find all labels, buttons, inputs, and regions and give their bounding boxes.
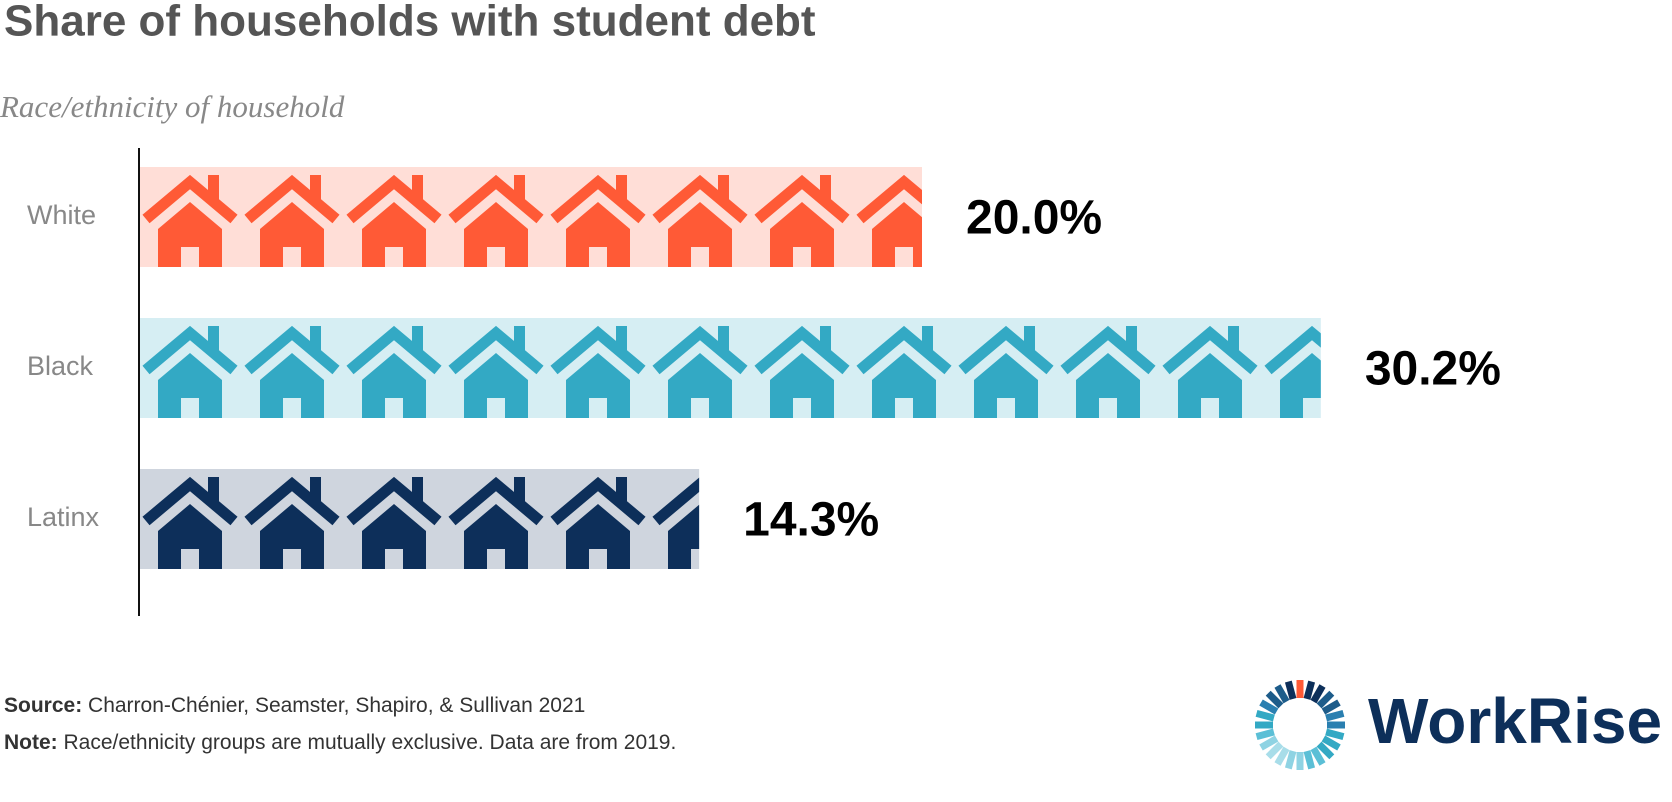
logo-tick: [1265, 741, 1284, 760]
value-label: 20.0%: [966, 192, 1102, 245]
bar: [140, 469, 700, 569]
logo-tick: [1321, 699, 1341, 715]
source-text: Charron-Chénier, Seamster, Shapiro, & Su…: [88, 694, 585, 717]
logo-text: WorkRise: [1368, 685, 1662, 757]
logo-tick: [1325, 728, 1345, 741]
source: Source: Charron-Chénier, Seamster, Shapi…: [4, 694, 585, 717]
logo-tick: [1284, 680, 1297, 700]
logo-tick: [1316, 741, 1335, 760]
note-label: Note:: [4, 731, 58, 754]
logo-tick: [1310, 746, 1326, 766]
logo-tick: [1303, 750, 1316, 770]
note-text: Race/ethnicity groups are mutually exclu…: [64, 731, 677, 754]
logo-tick: [1325, 709, 1345, 722]
logo-tick: [1274, 746, 1290, 766]
logo-tick: [1255, 728, 1275, 741]
source-label: Source:: [4, 694, 82, 717]
logo-tick: [1274, 684, 1290, 704]
chart-title: Share of households with student debt: [4, 0, 816, 46]
logo-tick: [1284, 750, 1297, 770]
logo-tick: [1259, 699, 1279, 715]
note: Note: Race/ethnicity groups are mutually…: [4, 731, 676, 754]
logo-tick: [1259, 735, 1279, 751]
value-label: 30.2%: [1365, 343, 1501, 396]
logo-tick: [1321, 735, 1341, 751]
bar: [140, 318, 1321, 418]
logo-tick: [1316, 690, 1335, 709]
logo-tick: [1265, 690, 1284, 709]
category-label: Black: [27, 351, 94, 381]
value-label: 14.3%: [743, 494, 879, 547]
logo-tick: [1310, 684, 1326, 704]
logo-tick: [1303, 680, 1316, 700]
bar: [140, 167, 922, 267]
category-label: White: [27, 200, 96, 230]
logo-tick: [1255, 709, 1275, 722]
logo-icon: [1255, 680, 1345, 770]
chart-subtitle: Race/ethnicity of household: [0, 89, 345, 124]
category-label: Latinx: [27, 502, 100, 532]
